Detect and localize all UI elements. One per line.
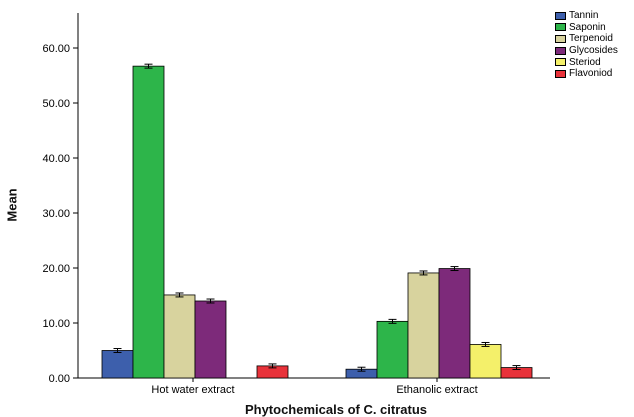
bar-glycosides bbox=[194, 300, 227, 379]
legend-label: Saponin bbox=[569, 21, 606, 33]
legend-label: Flavoniod bbox=[569, 68, 613, 80]
bar-glycosides bbox=[438, 268, 471, 379]
y-tick-label: 20.00 bbox=[42, 263, 70, 275]
chart-bars bbox=[101, 63, 533, 379]
x-tick-label: Ethanolic extract bbox=[396, 384, 477, 396]
legend-item: Tannin bbox=[555, 10, 618, 22]
legend-label: Steriod bbox=[569, 56, 601, 68]
x-tick-label: Hot water extract bbox=[151, 384, 234, 396]
legend-swatch bbox=[555, 58, 566, 67]
legend-item: Steriod bbox=[555, 56, 618, 68]
legend-item: Glycosides bbox=[555, 45, 618, 57]
legend-swatch bbox=[555, 69, 566, 78]
bar-terpenoid bbox=[163, 294, 196, 379]
y-tick-label: 10.00 bbox=[42, 318, 70, 330]
y-tick-label: 40.00 bbox=[42, 153, 70, 165]
y-tick-label: 50.00 bbox=[42, 98, 70, 110]
legend-swatch bbox=[555, 46, 566, 55]
bar-steriod bbox=[469, 344, 502, 379]
legend-label: Tannin bbox=[569, 10, 599, 22]
chart-axes: 0.00 10.00 20.00 30.00 40.00 50.00 60.00 Hot wa… bbox=[42, 13, 550, 396]
legend-label: Glycosides bbox=[569, 45, 618, 57]
chart-legend: Tannin Saponin Terpenoid Glycosides Steriod F… bbox=[555, 10, 618, 80]
y-tick-label: 0.00 bbox=[49, 373, 70, 385]
legend-swatch bbox=[555, 11, 566, 20]
bar-tannin bbox=[101, 350, 134, 379]
bar-saponin bbox=[132, 65, 165, 379]
legend-swatch bbox=[555, 34, 566, 43]
x-axis-label: Phytochemicals of C. citratus bbox=[244, 402, 428, 417]
legend-item: Saponin bbox=[555, 22, 618, 34]
y-tick-label: 30.00 bbox=[42, 208, 70, 220]
legend-swatch bbox=[555, 23, 566, 32]
legend-item: Flavoniod bbox=[555, 68, 618, 80]
legend-label: Terpenoid bbox=[569, 33, 613, 45]
bar-saponin bbox=[376, 320, 409, 379]
legend-item: Terpenoid bbox=[555, 33, 618, 45]
bar-terpenoid bbox=[407, 272, 440, 379]
y-tick-label: 60.00 bbox=[42, 43, 70, 55]
y-axis-label: Mean bbox=[4, 188, 20, 222]
